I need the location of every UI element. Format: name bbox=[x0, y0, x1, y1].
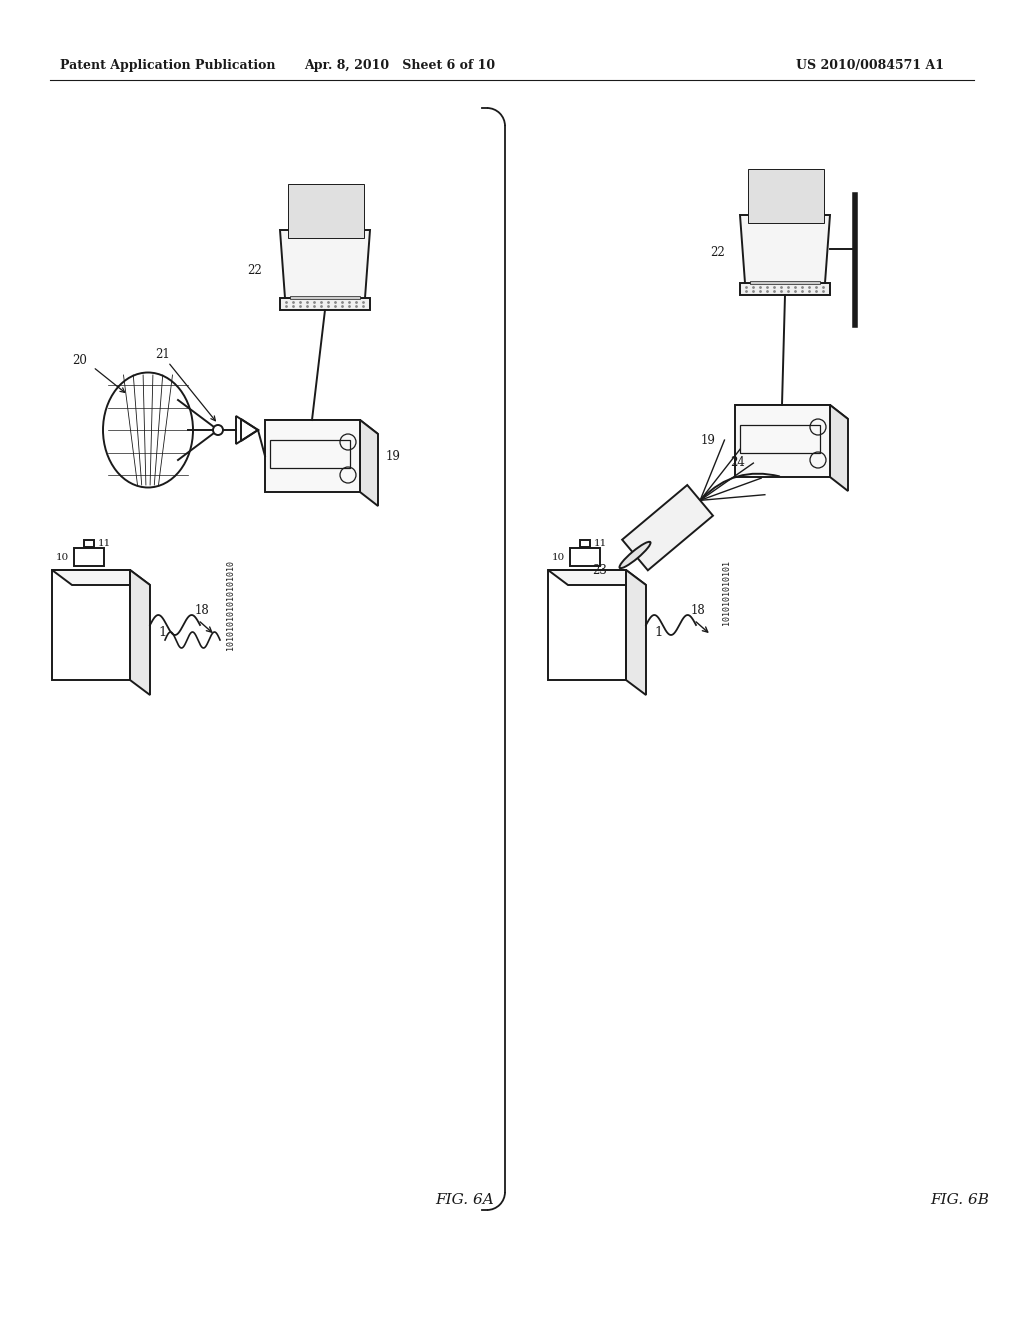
Polygon shape bbox=[735, 405, 830, 477]
Polygon shape bbox=[265, 420, 360, 492]
Text: 11: 11 bbox=[594, 540, 607, 549]
Text: 1010101010101: 1010101010101 bbox=[722, 560, 730, 624]
Bar bbox=[290, 296, 360, 300]
Text: 1: 1 bbox=[654, 626, 663, 639]
Polygon shape bbox=[130, 570, 150, 696]
Text: 10: 10 bbox=[55, 553, 69, 561]
Bar bbox=[270, 440, 350, 469]
Polygon shape bbox=[735, 405, 848, 418]
Text: FIG. 6A: FIG. 6A bbox=[435, 1193, 495, 1206]
Circle shape bbox=[213, 425, 223, 436]
Text: 101010101010101010: 101010101010101010 bbox=[225, 560, 234, 649]
Bar bbox=[84, 540, 94, 546]
Text: Apr. 8, 2010   Sheet 6 of 10: Apr. 8, 2010 Sheet 6 of 10 bbox=[304, 58, 496, 71]
Ellipse shape bbox=[620, 541, 650, 568]
Text: 19: 19 bbox=[386, 450, 400, 462]
Polygon shape bbox=[360, 420, 378, 506]
Polygon shape bbox=[623, 484, 713, 570]
Text: Patent Application Publication: Patent Application Publication bbox=[60, 58, 275, 71]
Polygon shape bbox=[548, 570, 646, 585]
Bar bbox=[748, 169, 824, 223]
Text: 18: 18 bbox=[690, 603, 706, 616]
Text: FIG. 6B: FIG. 6B bbox=[931, 1193, 989, 1206]
Text: 18: 18 bbox=[195, 603, 209, 616]
Text: 21: 21 bbox=[156, 348, 170, 362]
Text: 22: 22 bbox=[247, 264, 262, 276]
Text: 19: 19 bbox=[700, 434, 715, 447]
Text: 1: 1 bbox=[158, 626, 166, 639]
Text: US 2010/0084571 A1: US 2010/0084571 A1 bbox=[796, 58, 944, 71]
Polygon shape bbox=[265, 420, 378, 434]
Polygon shape bbox=[280, 298, 370, 310]
Polygon shape bbox=[52, 570, 150, 585]
Text: 22: 22 bbox=[711, 247, 725, 260]
Bar bbox=[570, 548, 600, 566]
Polygon shape bbox=[280, 230, 370, 298]
Polygon shape bbox=[626, 570, 646, 696]
Text: 11: 11 bbox=[98, 540, 112, 549]
Bar bbox=[74, 548, 104, 566]
Bar bbox=[740, 425, 820, 453]
Polygon shape bbox=[830, 405, 848, 491]
Text: 10: 10 bbox=[552, 553, 565, 561]
Polygon shape bbox=[740, 215, 830, 282]
Bar bbox=[288, 183, 364, 238]
Bar bbox=[580, 540, 590, 546]
Text: 20: 20 bbox=[73, 354, 87, 367]
Bar bbox=[750, 281, 820, 284]
Text: 24: 24 bbox=[730, 455, 745, 469]
Text: 23: 23 bbox=[592, 564, 607, 577]
Polygon shape bbox=[740, 282, 830, 294]
